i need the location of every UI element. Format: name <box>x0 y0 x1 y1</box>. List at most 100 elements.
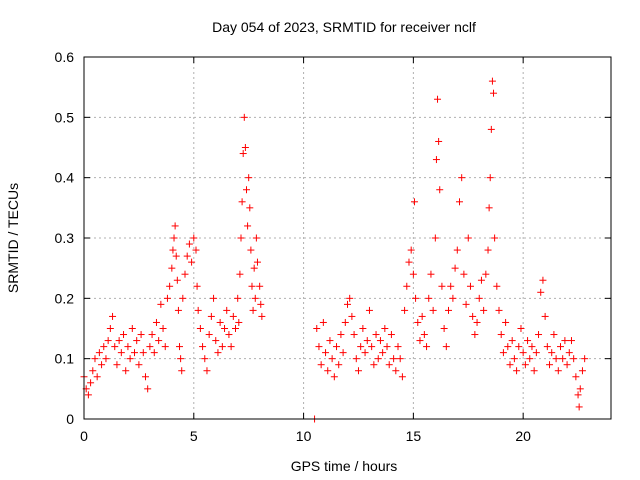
data-point <box>537 288 545 296</box>
data-point <box>104 337 112 345</box>
data-point <box>484 246 492 254</box>
data-point <box>401 306 409 314</box>
data-point <box>239 150 247 158</box>
data-point <box>541 312 549 320</box>
data-point <box>381 325 389 332</box>
data-point <box>335 361 343 369</box>
data-point <box>493 282 501 290</box>
data-point <box>497 331 505 339</box>
data-point <box>570 355 578 363</box>
x-tick-label: 20 <box>515 428 531 444</box>
y-tick-label: 0.6 <box>55 49 75 65</box>
data-point <box>235 318 243 326</box>
chart-title: Day 054 of 2023, SRMTID for receiver ncl… <box>212 19 476 35</box>
data-point <box>319 318 327 326</box>
data-point <box>486 174 494 182</box>
data-point <box>394 343 402 351</box>
data-point <box>434 95 442 103</box>
data-point <box>333 343 341 351</box>
data-point <box>350 331 358 339</box>
data-point <box>113 361 121 369</box>
data-point <box>432 156 440 164</box>
x-tick-label: 0 <box>80 428 88 444</box>
data-point <box>234 294 242 302</box>
data-point <box>122 367 130 375</box>
data-point <box>449 294 457 302</box>
data-point <box>221 325 229 332</box>
data-point <box>469 312 477 320</box>
data-point <box>193 282 201 290</box>
data-point <box>238 198 246 206</box>
data-point <box>240 113 248 121</box>
data-point <box>578 367 586 375</box>
data-point <box>372 331 380 339</box>
data-point <box>458 174 466 182</box>
data-point <box>157 300 165 308</box>
data-point <box>572 373 580 381</box>
data-point <box>464 234 472 242</box>
data-point <box>194 306 202 314</box>
data-point <box>379 349 387 357</box>
data-point <box>87 379 95 387</box>
data-point <box>216 318 224 326</box>
data-point <box>508 337 516 345</box>
data-point <box>322 349 330 357</box>
data-point <box>513 367 521 375</box>
data-point <box>376 337 384 345</box>
data-point <box>418 312 426 320</box>
data-point <box>252 234 260 242</box>
data-point <box>506 361 514 369</box>
data-point <box>398 373 406 381</box>
data-point <box>412 294 420 302</box>
data-point <box>502 318 510 326</box>
data-point <box>383 343 391 351</box>
data-point <box>385 361 393 369</box>
data-point <box>135 361 143 369</box>
data-point <box>524 337 532 345</box>
data-point <box>477 276 485 284</box>
data-point <box>246 204 254 212</box>
data-point <box>91 355 99 363</box>
x-axis-ticks: 0 5 10 15 20 <box>80 57 531 444</box>
data-point <box>352 355 360 363</box>
data-point <box>414 318 422 326</box>
data-point <box>139 349 147 357</box>
data-point <box>205 331 213 339</box>
data-point <box>178 367 186 375</box>
data-point <box>227 343 235 351</box>
data-point <box>247 246 255 254</box>
data-point <box>146 343 154 351</box>
data-point <box>251 294 259 302</box>
data-point <box>396 355 404 363</box>
data-point <box>543 343 551 351</box>
data-point <box>196 325 204 332</box>
data-point <box>207 312 215 320</box>
data-point <box>223 306 231 314</box>
data-point <box>179 294 187 302</box>
data-point <box>420 331 428 339</box>
data-point <box>339 349 347 357</box>
y-tick-label: 0.4 <box>55 170 75 186</box>
data-point <box>328 355 336 363</box>
data-point <box>190 234 198 242</box>
y-tick-label: 0.3 <box>55 230 75 246</box>
data-point <box>576 385 584 393</box>
data-point <box>473 318 481 326</box>
data-point <box>150 349 158 357</box>
data-point <box>554 367 562 375</box>
data-point <box>359 325 367 332</box>
data-point <box>201 355 209 363</box>
data-point <box>436 186 444 194</box>
data-point <box>111 343 119 351</box>
data-point <box>548 349 556 357</box>
data-point <box>124 343 132 351</box>
data-point <box>440 325 448 332</box>
x-tick-label: 10 <box>296 428 312 444</box>
x-axis-label: GPS time / hours <box>291 458 398 474</box>
y-tick-label: 0.1 <box>55 351 75 367</box>
y-tick-label: 0.5 <box>55 109 75 125</box>
x-tick-label: 15 <box>406 428 422 444</box>
data-point <box>539 276 547 284</box>
y-axis-label: SRMTID / TECUs <box>5 183 21 293</box>
